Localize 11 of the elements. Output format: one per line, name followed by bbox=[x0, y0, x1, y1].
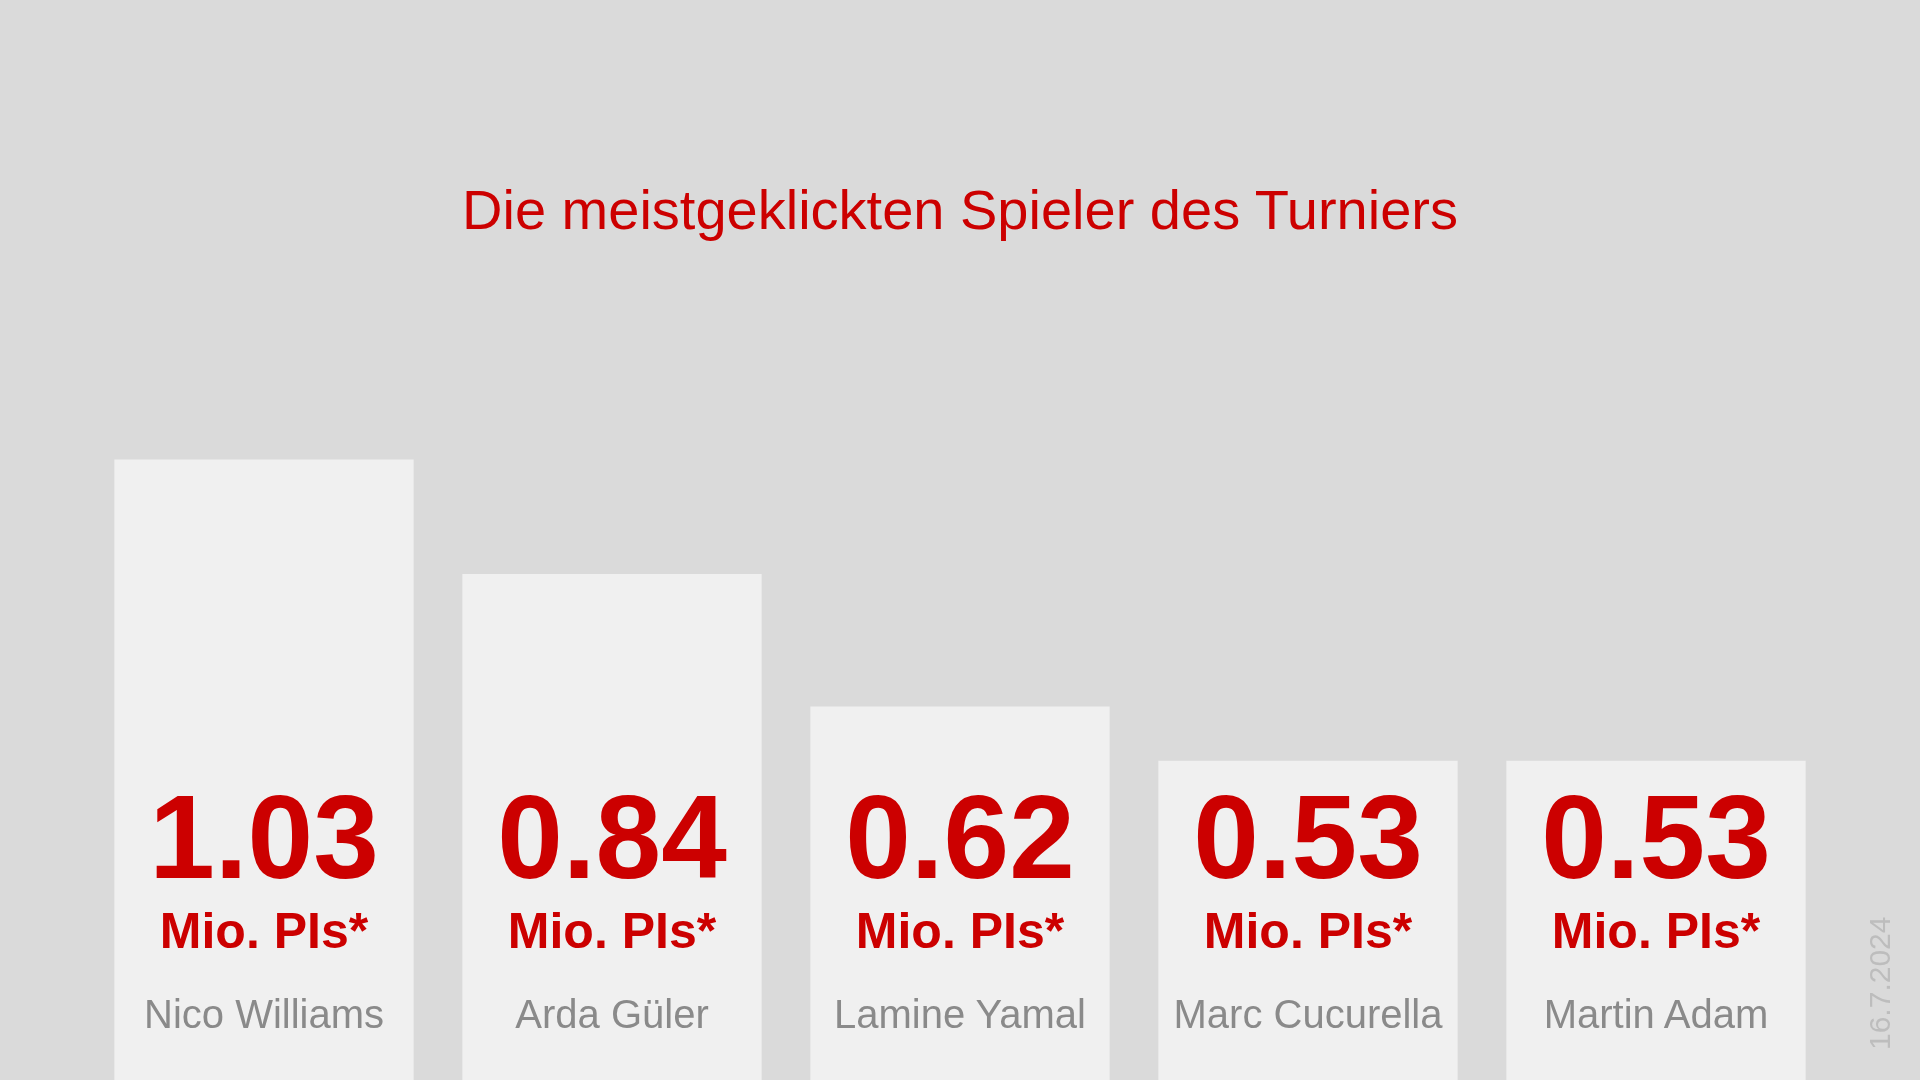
x-tick-label: Martin Adam bbox=[1543, 992, 1769, 1036]
data-label: 0.53 Mio. PIs* bbox=[1541, 771, 1771, 959]
data-label: 1.03 Mio. PIs* bbox=[149, 771, 379, 959]
chart-title: Die meistgeklickten Spieler des Turniers bbox=[462, 178, 1458, 242]
x-tick-label: Lamine Yamal bbox=[834, 992, 1086, 1036]
x-tick-label: Arda Güler bbox=[515, 992, 709, 1036]
x-tick-label: Nico Williams bbox=[144, 992, 384, 1036]
data-label: 0.53 Mio. PIs* bbox=[1193, 771, 1423, 959]
data-label: 0.62 Mio. PIs* bbox=[845, 771, 1075, 959]
data-label: 0.84 Mio. PIs* bbox=[497, 771, 727, 959]
x-tick-label: Marc Cucurella bbox=[1173, 992, 1444, 1036]
